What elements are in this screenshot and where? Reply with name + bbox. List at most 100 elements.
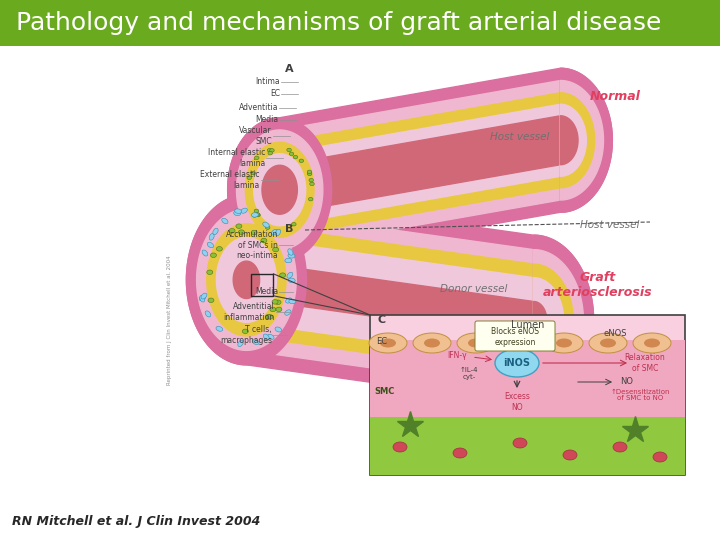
Ellipse shape: [274, 230, 279, 234]
Text: ↑IL-4
cyt-: ↑IL-4 cyt-: [460, 367, 478, 380]
Text: Intima: Intima: [256, 78, 280, 86]
Ellipse shape: [207, 242, 214, 248]
Ellipse shape: [289, 299, 296, 303]
Text: Graft
arteriosclerosis: Graft arteriosclerosis: [543, 271, 653, 299]
Ellipse shape: [261, 238, 267, 243]
Polygon shape: [560, 104, 586, 176]
Text: iNOS: iNOS: [503, 358, 531, 368]
Ellipse shape: [563, 450, 577, 460]
Text: Adventitial
inflammation: Adventitial inflammation: [224, 302, 275, 322]
Ellipse shape: [287, 272, 293, 278]
Text: Normal: Normal: [590, 90, 641, 103]
Text: C: C: [378, 315, 386, 325]
Ellipse shape: [254, 209, 258, 213]
Ellipse shape: [501, 333, 539, 353]
Text: Media: Media: [255, 287, 278, 296]
Ellipse shape: [307, 170, 312, 174]
Ellipse shape: [268, 151, 272, 155]
Ellipse shape: [234, 211, 240, 215]
Ellipse shape: [251, 213, 258, 217]
Text: Reprinted from J Clin Invest Mitchell et al. 2004: Reprinted from J Clin Invest Mitchell et…: [168, 255, 173, 385]
Ellipse shape: [255, 213, 260, 216]
Ellipse shape: [288, 253, 295, 258]
Ellipse shape: [600, 339, 616, 348]
Ellipse shape: [222, 218, 228, 224]
Ellipse shape: [556, 339, 572, 348]
Ellipse shape: [513, 438, 527, 448]
Ellipse shape: [308, 198, 313, 201]
Ellipse shape: [229, 228, 235, 233]
Ellipse shape: [199, 295, 204, 302]
Ellipse shape: [495, 349, 539, 377]
Ellipse shape: [310, 182, 314, 186]
Text: eNOS: eNOS: [603, 328, 626, 338]
Ellipse shape: [288, 249, 293, 255]
Polygon shape: [262, 165, 297, 214]
Ellipse shape: [240, 208, 248, 213]
Ellipse shape: [235, 209, 241, 213]
Text: IFN-γ: IFN-γ: [447, 350, 467, 360]
Polygon shape: [197, 210, 583, 391]
Polygon shape: [217, 237, 564, 363]
Polygon shape: [560, 80, 603, 200]
Ellipse shape: [251, 171, 256, 175]
Ellipse shape: [413, 333, 451, 353]
Bar: [370, 315, 685, 475]
Ellipse shape: [263, 222, 269, 227]
Ellipse shape: [270, 148, 274, 152]
Ellipse shape: [243, 329, 248, 334]
Polygon shape: [233, 261, 546, 339]
Ellipse shape: [393, 442, 407, 452]
Polygon shape: [534, 235, 593, 405]
Ellipse shape: [207, 270, 213, 274]
Ellipse shape: [279, 273, 286, 278]
Polygon shape: [534, 264, 573, 376]
Ellipse shape: [271, 230, 277, 235]
Ellipse shape: [272, 300, 278, 304]
Ellipse shape: [275, 327, 282, 332]
Ellipse shape: [457, 333, 495, 353]
Polygon shape: [534, 249, 583, 391]
Ellipse shape: [512, 339, 528, 348]
Text: Donor vessel: Donor vessel: [440, 284, 508, 294]
Text: EC: EC: [377, 338, 387, 347]
Ellipse shape: [545, 333, 583, 353]
Polygon shape: [560, 116, 578, 165]
Ellipse shape: [247, 176, 251, 180]
Ellipse shape: [288, 278, 295, 282]
Polygon shape: [186, 195, 307, 365]
Polygon shape: [262, 116, 578, 214]
Text: Lumen: Lumen: [510, 320, 544, 330]
Ellipse shape: [205, 311, 211, 317]
Text: Media: Media: [255, 116, 278, 125]
Ellipse shape: [264, 334, 269, 340]
Ellipse shape: [202, 250, 208, 256]
Polygon shape: [228, 68, 612, 262]
Ellipse shape: [307, 172, 312, 176]
Text: Accumulation
of SMCs in
neo-intima: Accumulation of SMCs in neo-intima: [225, 230, 278, 260]
Ellipse shape: [236, 224, 242, 228]
Ellipse shape: [208, 298, 214, 302]
Ellipse shape: [210, 233, 214, 240]
Ellipse shape: [268, 334, 274, 340]
Ellipse shape: [252, 214, 257, 217]
Bar: [370, 417, 685, 475]
Text: T cells,
macrophages: T cells, macrophages: [220, 325, 272, 345]
Bar: [251, 274, 274, 296]
Polygon shape: [236, 130, 323, 249]
Ellipse shape: [293, 156, 297, 159]
Ellipse shape: [254, 156, 259, 160]
Ellipse shape: [213, 228, 218, 234]
Ellipse shape: [256, 213, 261, 217]
Polygon shape: [236, 80, 603, 249]
Ellipse shape: [266, 226, 270, 230]
Ellipse shape: [309, 178, 313, 182]
Ellipse shape: [210, 253, 217, 258]
Polygon shape: [246, 93, 595, 237]
Text: ↑Desensitization
of SMC to NO: ↑Desensitization of SMC to NO: [611, 388, 670, 402]
Text: EC: EC: [270, 90, 280, 98]
Ellipse shape: [201, 293, 207, 299]
Ellipse shape: [292, 222, 296, 226]
Ellipse shape: [276, 229, 281, 236]
Ellipse shape: [299, 159, 304, 163]
